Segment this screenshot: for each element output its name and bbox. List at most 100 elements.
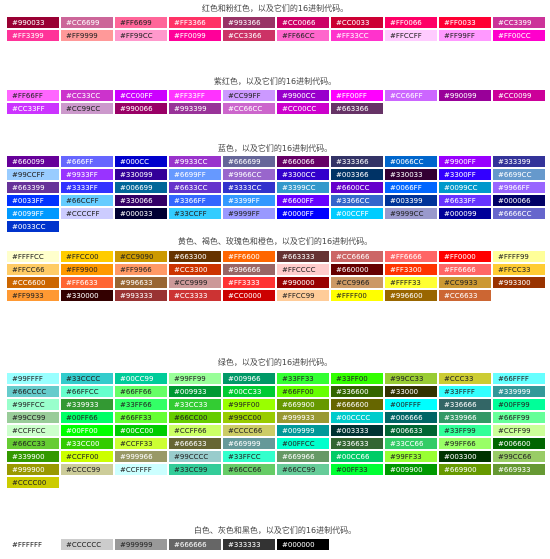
color-swatch: #6633CC — [168, 181, 222, 194]
color-swatch: #009933 — [168, 385, 222, 398]
color-swatch: #003366 — [330, 168, 384, 181]
color-swatch: #FFCC33 — [492, 263, 546, 276]
color-swatch: #000000 — [276, 538, 330, 551]
color-swatch: #6600FF — [276, 194, 330, 207]
color-swatch: #99CC33 — [384, 372, 438, 385]
color-swatch: #996666 — [222, 263, 276, 276]
color-swatch: #006633 — [384, 424, 438, 437]
color-swatch: #99FF66 — [438, 437, 492, 450]
color-swatch: #990033 — [6, 16, 60, 29]
color-swatch: #CC0066 — [276, 16, 330, 29]
section-title-grays: 白色、灰色和黑色，以及它们的16进制代码。 — [193, 526, 357, 535]
color-swatch: #FFCCFF — [384, 29, 438, 42]
color-swatch: #CC99CC — [60, 102, 114, 115]
color-swatch: #66FF99 — [492, 411, 546, 424]
color-swatch: #00CCCC — [330, 411, 384, 424]
color-swatch: #666633 — [168, 437, 222, 450]
color-swatch: #CC33FF — [6, 102, 60, 115]
color-swatch: #FF00CC — [492, 29, 546, 42]
color-swatch: #006699 — [114, 181, 168, 194]
color-swatch: #FF0066 — [384, 16, 438, 29]
color-swatch: #CC3366 — [222, 29, 276, 42]
color-swatch: #FF3399 — [6, 29, 60, 42]
color-swatch: #33CC33 — [168, 398, 222, 411]
color-swatch: #00FF99 — [492, 398, 546, 411]
color-swatch: #330099 — [114, 168, 168, 181]
color-swatch: #FF6666 — [384, 250, 438, 263]
color-swatch: #66FFFF — [492, 372, 546, 385]
color-swatch: #99FFFF — [6, 372, 60, 385]
section-title-reds: 红色和粉红色，以及它们的16进制代码。 — [201, 4, 349, 13]
color-swatch: #CC3300 — [168, 263, 222, 276]
color-swatch: #FF6633 — [60, 276, 114, 289]
color-swatch: #00CC66 — [330, 450, 384, 463]
color-swatch: #660000 — [330, 263, 384, 276]
color-swatch: #3366FF — [168, 194, 222, 207]
color-swatch: #339999 — [492, 385, 546, 398]
color-swatch: #336633 — [330, 437, 384, 450]
color-swatch: #CCCCCC — [60, 538, 114, 551]
color-swatch: #33CC66 — [384, 437, 438, 450]
color-swatch: #CC0099 — [492, 89, 546, 102]
color-swatch: #CC66FF — [384, 89, 438, 102]
color-swatch: #3300FF — [438, 168, 492, 181]
color-swatch: #0000FF — [276, 207, 330, 220]
color-swatch: #999966 — [114, 450, 168, 463]
color-swatch: #FF33CC — [330, 29, 384, 42]
color-swatch: #99FFCC — [6, 398, 60, 411]
color-swatch: #669999 — [222, 437, 276, 450]
color-swatch: #CC6666 — [330, 250, 384, 263]
color-swatch: #336666 — [438, 398, 492, 411]
color-swatch: #FF3300 — [384, 263, 438, 276]
color-swatch: #993300 — [492, 276, 546, 289]
color-swatch: #663300 — [168, 250, 222, 263]
color-swatch: #FF0099 — [168, 29, 222, 42]
color-swatch: #FF66CC — [276, 29, 330, 42]
color-swatch: #FF0033 — [438, 16, 492, 29]
color-swatch: #6699FF — [168, 168, 222, 181]
section-title-blues: 蓝色，以及它们的16进制代码。 — [217, 144, 333, 153]
color-swatch: #3300CC — [276, 168, 330, 181]
section-title-yellows: 黄色、褐色、玫瑰色和橙色，以及它们的16进制代码。 — [177, 237, 373, 246]
color-swatch: #CC6699 — [60, 16, 114, 29]
color-swatch: #660066 — [276, 155, 330, 168]
color-swatch: #669900 — [276, 398, 330, 411]
color-swatch: #CC9933 — [438, 276, 492, 289]
color-swatch: #99CC66 — [492, 450, 546, 463]
color-swatch: #6666CC — [492, 207, 546, 220]
color-swatch: #33FFFF — [438, 385, 492, 398]
color-swatch: #666699 — [222, 155, 276, 168]
color-swatch: #33FFCC — [222, 450, 276, 463]
color-swatch: #33CCCC — [60, 372, 114, 385]
color-swatch: #663333 — [276, 250, 330, 263]
color-swatch: #33FF66 — [114, 398, 168, 411]
color-swatch: #CC00CC — [276, 102, 330, 115]
color-swatch: #0033CC — [6, 220, 60, 233]
color-swatch: #CC6600 — [6, 276, 60, 289]
color-swatch: #66CC33 — [6, 437, 60, 450]
color-swatch: #9933FF — [60, 168, 114, 181]
color-swatch: #009966 — [222, 372, 276, 385]
color-swatch: #333333 — [222, 538, 276, 551]
color-swatch: #00CCFF — [330, 207, 384, 220]
color-swatch: #999933 — [276, 411, 330, 424]
color-swatch: #CC3399 — [492, 16, 546, 29]
color-swatch: #996600 — [384, 289, 438, 302]
color-swatch: #333366 — [330, 155, 384, 168]
color-swatch: #009900 — [384, 463, 438, 476]
color-swatch: #FF3333 — [222, 276, 276, 289]
color-swatch: #CC9999 — [168, 276, 222, 289]
color-swatch: #99CC00 — [222, 411, 276, 424]
color-swatch: #9900FF — [438, 155, 492, 168]
color-swatch: #FF99FF — [438, 29, 492, 42]
color-swatch: #333399 — [492, 155, 546, 168]
color-swatch: #990000 — [276, 276, 330, 289]
color-swatch: #FF33FF — [168, 89, 222, 102]
color-swatch: #CC6633 — [438, 289, 492, 302]
color-swatch: #9999CC — [384, 207, 438, 220]
color-swatch: #CC9090 — [114, 250, 168, 263]
color-swatch: #0099FF — [6, 207, 60, 220]
color-swatch: #FF9933 — [6, 289, 60, 302]
color-swatch: #FFCC00 — [60, 250, 114, 263]
color-swatch: #66FF00 — [276, 385, 330, 398]
